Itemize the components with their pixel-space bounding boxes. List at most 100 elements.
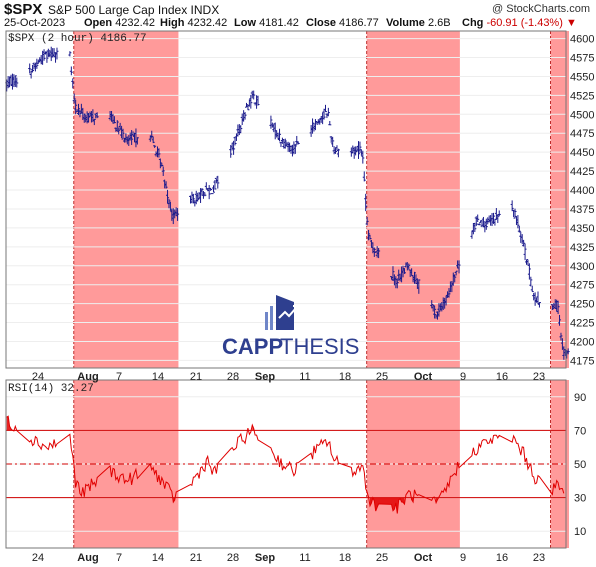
ohlc-bar bbox=[77, 103, 81, 116]
ohlc-bar bbox=[200, 188, 204, 196]
chart-header: $SPX S&P 500 Large Cap Index INDX @ Stoc… bbox=[0, 0, 596, 30]
ohlc-bar bbox=[358, 141, 362, 153]
ohlc-bar bbox=[474, 216, 478, 227]
capp-thesis-logo: CAPP THESIS bbox=[222, 295, 359, 359]
ohlc-bar bbox=[239, 125, 243, 134]
price-tick-label: 4350 bbox=[570, 223, 594, 235]
ohlc-bar bbox=[530, 285, 534, 293]
ohlc-bar bbox=[207, 185, 211, 200]
x-tick-label-lower: 23 bbox=[533, 552, 545, 564]
ohlc-bar bbox=[453, 274, 457, 283]
logo-text-capp: CAPP bbox=[222, 334, 283, 359]
ohlc-bar bbox=[72, 93, 76, 104]
x-tick-label-lower: 16 bbox=[496, 552, 508, 564]
ohlc-bar bbox=[31, 64, 35, 73]
ohlc-bar bbox=[115, 120, 119, 132]
ohlc-bar bbox=[527, 263, 531, 280]
x-tick-label-upper: 11 bbox=[299, 371, 310, 383]
ohlc-bar bbox=[368, 234, 372, 240]
x-tick-label-upper: 7 bbox=[116, 371, 122, 383]
ohlc-bar bbox=[157, 148, 161, 158]
ohlc-bar bbox=[28, 63, 32, 74]
x-tick-label-upper: 16 bbox=[496, 371, 508, 383]
x-tick-label-lower: 21 bbox=[190, 552, 202, 564]
ohlc-bar bbox=[497, 210, 501, 217]
ohlc-bar bbox=[395, 278, 399, 289]
rsi-tick-label: 90 bbox=[574, 392, 586, 404]
ohlc-bar bbox=[433, 305, 437, 319]
price-tick-label: 4600 bbox=[570, 34, 594, 46]
ohlc-bar bbox=[454, 270, 458, 276]
ohlc-bar bbox=[151, 136, 155, 144]
ohlc-bar bbox=[296, 141, 300, 145]
ohlc-bar bbox=[176, 208, 180, 221]
open-quote: Open 4232.42 bbox=[84, 17, 155, 29]
ohlc-bar bbox=[529, 276, 533, 287]
x-tick-label-lower: 11 bbox=[299, 552, 310, 564]
ohlc-bar bbox=[437, 303, 441, 317]
price-tick-label: 4200 bbox=[570, 336, 594, 348]
panel-frames bbox=[5, 30, 567, 549]
ohlc-bar bbox=[278, 128, 282, 142]
ohlc-bar bbox=[477, 223, 481, 226]
bar-chart-trend-icon bbox=[265, 295, 298, 330]
watermark-label: @ StockCharts.com bbox=[492, 3, 590, 15]
ohlc-bar bbox=[71, 78, 75, 89]
x-tick-label-lower: Oct bbox=[414, 552, 433, 564]
price-tick-label: 4225 bbox=[570, 318, 594, 330]
x-tick-label-upper: 24 bbox=[32, 371, 44, 383]
x-tick-label-lower: 14 bbox=[152, 552, 164, 564]
price-legend: $SPX (2 hour) 4186.77 bbox=[8, 33, 147, 45]
ohlc-bar bbox=[196, 192, 200, 202]
high-quote: High 4232.42 bbox=[160, 17, 228, 29]
ohlc-bar bbox=[117, 127, 121, 135]
highlight-bands bbox=[73, 31, 569, 548]
ohlc-bar bbox=[78, 110, 82, 118]
volume-quote: Volume 2.6B bbox=[386, 17, 451, 29]
ohlc-bar bbox=[336, 148, 340, 158]
rsi-tick-label: 10 bbox=[574, 526, 586, 538]
ohlc-bar bbox=[164, 181, 168, 189]
x-tick-label-upper: Sep bbox=[255, 371, 275, 383]
ohlc-bar bbox=[150, 130, 154, 139]
price-tick-label: 4275 bbox=[570, 280, 594, 292]
ohlc-bar bbox=[216, 175, 220, 189]
rsi-legend: RSI(14) 32.27 bbox=[8, 383, 94, 395]
price-tick-label: 4450 bbox=[570, 147, 594, 159]
ohlc-bar bbox=[516, 215, 520, 229]
change-quote: Chg -60.91 (-1.43%) ▼ bbox=[462, 17, 577, 29]
price-tick-label: 4575 bbox=[570, 53, 594, 65]
rsi-grid bbox=[6, 396, 566, 532]
ohlc-bar bbox=[111, 113, 115, 124]
x-tick-label-lower: 25 bbox=[376, 552, 388, 564]
x-tick-label-lower: Sep bbox=[255, 552, 275, 564]
ohlc-bar bbox=[322, 108, 326, 120]
price-tick-label: 4425 bbox=[570, 166, 594, 178]
ohlc-bar bbox=[232, 140, 236, 155]
rsi-series bbox=[6, 415, 565, 514]
x-tick-label-upper: 28 bbox=[227, 371, 239, 383]
ohlc-bar bbox=[161, 166, 165, 176]
ohlc-bar bbox=[430, 300, 434, 309]
ohlc-bar bbox=[249, 94, 253, 109]
ohlc-bar bbox=[45, 50, 49, 63]
ohlc-bar bbox=[364, 193, 368, 212]
logo-text-thesis: THESIS bbox=[280, 334, 359, 359]
ohlc-bar bbox=[556, 300, 560, 314]
ohlc-bar bbox=[69, 66, 73, 76]
ohlc-bar bbox=[326, 107, 330, 117]
rsi-panel-frame bbox=[5, 379, 567, 549]
ohlc-bar bbox=[537, 302, 541, 308]
x-tick-label-upper: 18 bbox=[339, 371, 351, 383]
rsi-line bbox=[6, 415, 565, 514]
ohlc-bar bbox=[566, 348, 570, 355]
ohlc-bar bbox=[331, 136, 335, 147]
x-tick-label-upper: 23 bbox=[533, 371, 545, 383]
ohlc-bar bbox=[361, 150, 365, 164]
ohlc-bar bbox=[391, 266, 395, 281]
ohlc-bar bbox=[362, 171, 366, 182]
ohlc-bar bbox=[252, 90, 256, 100]
x-tick-label-upper: 25 bbox=[376, 371, 388, 383]
ohlc-bar bbox=[323, 104, 327, 113]
highlight-band-1 bbox=[73, 31, 179, 368]
